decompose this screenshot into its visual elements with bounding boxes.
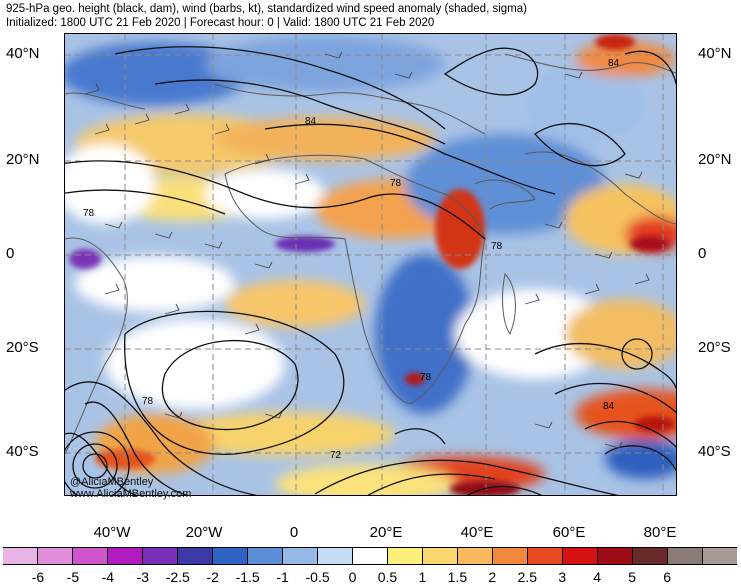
colorbar-swatch <box>562 548 597 564</box>
lon-label: 80°E <box>643 524 677 541</box>
colorbar-swatch <box>632 548 667 564</box>
colorbar-swatch <box>317 548 352 564</box>
colorbar-swatch <box>492 548 527 564</box>
contour-label-group: 84 78 78 78 84 78 78 84 72 <box>83 58 620 461</box>
colorbar-swatch <box>667 548 702 564</box>
colorbar-swatch <box>282 548 317 564</box>
colorbar-swatch <box>527 548 562 564</box>
lat-label-left: 40°S <box>6 443 39 460</box>
contour-label: 72 <box>330 450 342 461</box>
contour-label: 84 <box>608 58 620 69</box>
colorbar-tick-label: 1 <box>418 569 427 585</box>
anomaly-detail <box>69 34 675 495</box>
lon-label: 40°W <box>93 524 131 541</box>
colorbar-tick-label: -1 <box>276 569 289 585</box>
map-canvas: 84 78 78 78 84 78 78 84 72 <box>65 34 676 495</box>
colorbar-swatch <box>3 548 37 564</box>
lat-label-left: 0 <box>6 245 15 262</box>
colorbar-tick-label: 2 <box>488 569 497 585</box>
colorbar-swatch <box>212 548 247 564</box>
colorbar-swatch <box>422 548 457 564</box>
colorbar-swatch <box>37 548 72 564</box>
lon-label: 20°W <box>185 524 223 541</box>
colorbar-tick-label: 0.5 <box>377 569 398 585</box>
colorbar-swatch <box>142 548 177 564</box>
lat-label-right: 20°N <box>698 151 732 168</box>
contour-label: 78 <box>420 372 432 383</box>
colorbar-swatch <box>72 548 107 564</box>
height-contours <box>65 46 676 495</box>
colorbar-tick-label: 3 <box>558 569 567 585</box>
graticule <box>65 34 676 495</box>
contour-label: 84 <box>305 116 317 127</box>
lon-label: 60°E <box>552 524 586 541</box>
chart-subtitle: Initialized: 1800 UTC 21 Feb 2020 | Fore… <box>6 17 435 29</box>
colorbar-swatch <box>457 548 492 564</box>
colorbar-tick-label: -1.5 <box>235 569 260 585</box>
chart-title: 925-hPa geo. height (black, dam), wind (… <box>6 3 527 15</box>
lat-label-right: 40°S <box>698 443 731 460</box>
colorbar-tick-label: -5 <box>66 569 80 585</box>
colorbar-tick-label: 5 <box>628 569 637 585</box>
colorbar-swatch <box>177 548 212 564</box>
colorbar-swatch <box>597 548 632 564</box>
wind-barbs <box>84 51 650 449</box>
lat-label-left: 20°N <box>6 151 40 168</box>
lon-label: 20°E <box>369 524 403 541</box>
colorbar-tick-label: 4 <box>593 569 602 585</box>
colorbar-tick-label: 0 <box>348 569 357 585</box>
contour-label: 84 <box>603 401 615 412</box>
lat-label-right: 0 <box>698 245 707 262</box>
colorbar <box>3 547 737 565</box>
colorbar-tick-label: -6 <box>31 569 45 585</box>
contour-label: 78 <box>142 396 154 407</box>
colorbar-tick-label: -4 <box>101 569 115 585</box>
lon-label: 40°E <box>460 524 494 541</box>
colorbar-swatch <box>247 548 282 564</box>
colorbar-swatch <box>387 548 422 564</box>
colorbar-tick-label: -0.5 <box>305 569 330 585</box>
lon-label: 0 <box>289 524 299 541</box>
watermark-handle: @AliciaMBentley <box>70 476 154 488</box>
map-panel: 84 78 78 78 84 78 78 84 72 <box>64 33 677 496</box>
colorbar-swatch <box>352 548 387 564</box>
contour-label: 78 <box>83 208 95 219</box>
lat-label-left: 40°N <box>6 45 40 62</box>
contour-label: 78 <box>390 178 402 189</box>
lat-label-right: 20°S <box>698 339 731 356</box>
colorbar-tick-label: -2 <box>206 569 219 585</box>
title-block: 925-hPa geo. height (black, dam), wind (… <box>6 2 527 30</box>
colorbar-swatch <box>702 548 737 564</box>
colorbar-swatch <box>107 548 142 564</box>
lat-label-left: 20°S <box>6 339 39 356</box>
colorbar-tick-label: 1.5 <box>447 569 468 585</box>
colorbar-labels: -6 -5 -4 -3 -2.5 -2 -1.5 -1 -0.5 0 0.5 1 1.5 2 2.5 3 4 5 6 <box>0 569 741 585</box>
colorbar-tick-label: 6 <box>663 569 671 585</box>
contour-label: 78 <box>491 241 503 252</box>
coastlines <box>65 53 676 455</box>
watermark-url: www.AliciaMBentley.com <box>70 488 192 500</box>
colorbar-tick-label: -3 <box>136 569 150 585</box>
colorbar-tick-label: -2.5 <box>165 569 190 585</box>
lat-label-right: 40°N <box>698 45 732 62</box>
colorbar-tick-label: 2.5 <box>517 569 538 585</box>
